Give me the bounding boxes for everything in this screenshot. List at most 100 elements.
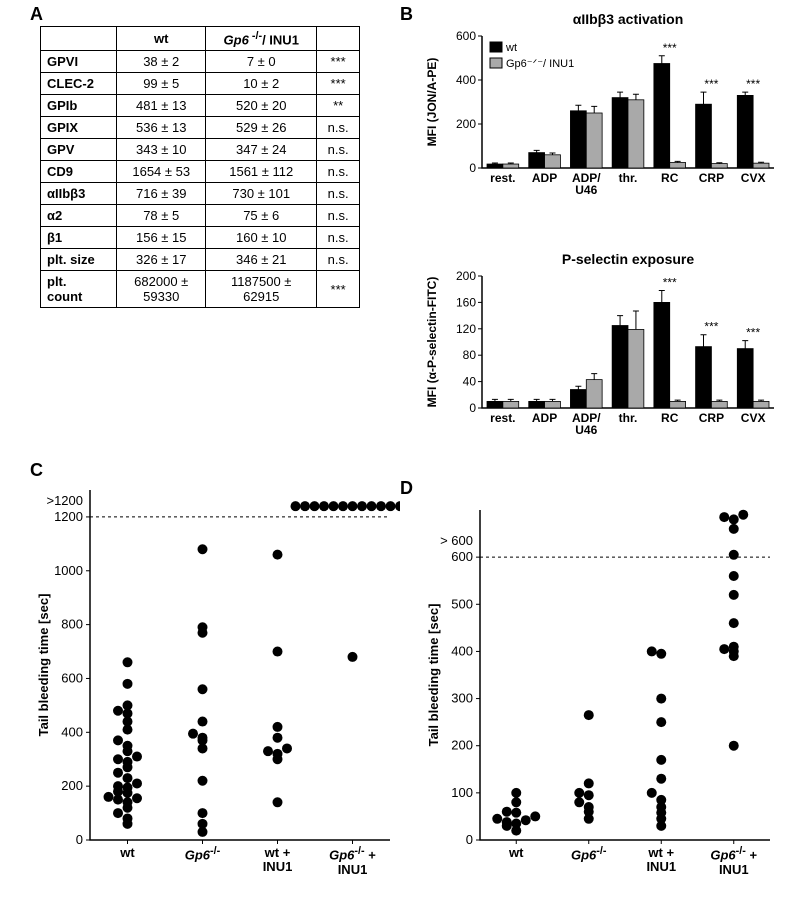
data-point bbox=[530, 811, 540, 821]
table-header bbox=[317, 27, 360, 51]
bar bbox=[753, 401, 769, 408]
data-point bbox=[656, 755, 666, 765]
data-point bbox=[348, 652, 358, 662]
chart-title: P-selectin exposure bbox=[562, 251, 694, 267]
table-row: plt. size326 ± 17346 ± 21n.s. bbox=[41, 249, 360, 271]
chart-bleeding-time-c: 020040060080010001200>1200Tail bleeding … bbox=[30, 480, 400, 890]
significance-stars: *** bbox=[746, 77, 760, 91]
data-point bbox=[123, 657, 133, 667]
table-row: GPV343 ± 10347 ± 24n.s. bbox=[41, 139, 360, 161]
bar bbox=[612, 98, 628, 168]
data-point bbox=[584, 710, 594, 720]
svg-text:RC: RC bbox=[661, 411, 679, 425]
data-point bbox=[647, 646, 657, 656]
bar bbox=[503, 164, 519, 168]
chart-bleeding-time-d: 0100200300400500600> 600Tail bleeding ti… bbox=[420, 500, 780, 890]
data-point bbox=[310, 501, 320, 511]
svg-text:600: 600 bbox=[451, 549, 473, 564]
data-point bbox=[263, 746, 273, 756]
data-point bbox=[198, 622, 208, 632]
chart-pselectin-exposure: P-selectin exposure04080120160200MFI (α-… bbox=[420, 250, 780, 450]
data-point bbox=[584, 790, 594, 800]
data-point bbox=[738, 510, 748, 520]
svg-text:0: 0 bbox=[469, 161, 476, 175]
bar bbox=[711, 401, 727, 408]
bar bbox=[737, 349, 753, 408]
data-point bbox=[511, 819, 521, 829]
svg-text:0: 0 bbox=[76, 832, 83, 847]
data-point bbox=[386, 501, 396, 511]
svg-text:0: 0 bbox=[466, 832, 473, 847]
svg-text:400: 400 bbox=[451, 643, 473, 658]
data-point bbox=[719, 644, 729, 654]
data-point bbox=[198, 808, 208, 818]
bar bbox=[654, 302, 670, 408]
table-row: plt.count682000 ±593301187500 ±62915*** bbox=[41, 271, 360, 308]
data-point bbox=[123, 783, 133, 793]
svg-text:80: 80 bbox=[463, 348, 477, 362]
svg-text:Gp6⁻ᐟ⁻/ INU1: Gp6⁻ᐟ⁻/ INU1 bbox=[506, 58, 574, 70]
svg-text:wt: wt bbox=[505, 42, 517, 54]
panel-a-table-container: wtGp6 -/-/ INU1GPVI38 ± 27 ± 0***CLEC-29… bbox=[40, 26, 360, 308]
data-point bbox=[198, 717, 208, 727]
panel-label-d: D bbox=[400, 478, 413, 499]
data-point bbox=[113, 735, 123, 745]
bar bbox=[570, 390, 586, 408]
data-point bbox=[574, 788, 584, 798]
data-point bbox=[729, 642, 739, 652]
data-point bbox=[502, 817, 512, 827]
data-point bbox=[338, 501, 348, 511]
x-axis-label: wt bbox=[90, 846, 165, 860]
svg-text:200: 200 bbox=[451, 738, 473, 753]
data-point bbox=[113, 781, 123, 791]
svg-text:CVX: CVX bbox=[741, 171, 766, 185]
data-point bbox=[647, 788, 657, 798]
table-row: α278 ± 575 ± 6n.s. bbox=[41, 205, 360, 227]
data-point bbox=[729, 514, 739, 524]
significance-stars: *** bbox=[746, 326, 760, 340]
svg-text:600: 600 bbox=[61, 670, 83, 685]
svg-text:100: 100 bbox=[451, 785, 473, 800]
data-point bbox=[104, 792, 114, 802]
bar bbox=[696, 347, 712, 408]
data-point bbox=[729, 550, 739, 560]
svg-text:400: 400 bbox=[456, 73, 476, 87]
svg-text:800: 800 bbox=[61, 617, 83, 632]
data-point bbox=[729, 618, 739, 628]
data-point bbox=[123, 679, 133, 689]
svg-text:200: 200 bbox=[456, 269, 476, 283]
table-row: CD91654 ± 531561 ± 112n.s. bbox=[41, 161, 360, 183]
svg-text:40: 40 bbox=[463, 375, 477, 389]
svg-text:500: 500 bbox=[451, 596, 473, 611]
bar bbox=[628, 329, 644, 408]
x-axis-label: Gp6-/- +INU1 bbox=[315, 846, 390, 877]
significance-stars: *** bbox=[663, 41, 677, 55]
table-header: wt bbox=[117, 27, 206, 51]
data-point bbox=[584, 778, 594, 788]
cutoff-label: > 600 bbox=[440, 533, 473, 548]
data-point bbox=[113, 768, 123, 778]
table-row: αIIbβ3716 ± 39730 ± 101n.s. bbox=[41, 183, 360, 205]
data-point bbox=[511, 808, 521, 818]
svg-text:rest.: rest. bbox=[490, 411, 515, 425]
data-point bbox=[367, 501, 377, 511]
svg-text:120: 120 bbox=[456, 322, 476, 336]
data-point bbox=[273, 797, 283, 807]
bar bbox=[696, 104, 712, 168]
x-axis-label: Gp6-/- +INU1 bbox=[698, 846, 771, 877]
svg-text:1200: 1200 bbox=[54, 509, 83, 524]
glycoprotein-table: wtGp6 -/-/ INU1GPVI38 ± 27 ± 0***CLEC-29… bbox=[40, 26, 360, 308]
table-header bbox=[41, 27, 117, 51]
table-row: GPIb481 ± 13520 ± 20** bbox=[41, 95, 360, 117]
significance-stars: *** bbox=[704, 320, 718, 334]
data-point bbox=[656, 694, 666, 704]
svg-text:200: 200 bbox=[61, 778, 83, 793]
table-header: Gp6 -/-/ INU1 bbox=[206, 27, 317, 51]
bar bbox=[586, 113, 602, 168]
data-point bbox=[584, 802, 594, 812]
bar bbox=[545, 401, 561, 408]
svg-text:300: 300 bbox=[451, 691, 473, 706]
data-point bbox=[348, 501, 358, 511]
chart-aiibb3-activation: αIIbβ3 activation0200400600MFI (JON/A-PE… bbox=[420, 10, 780, 210]
data-point bbox=[123, 700, 133, 710]
